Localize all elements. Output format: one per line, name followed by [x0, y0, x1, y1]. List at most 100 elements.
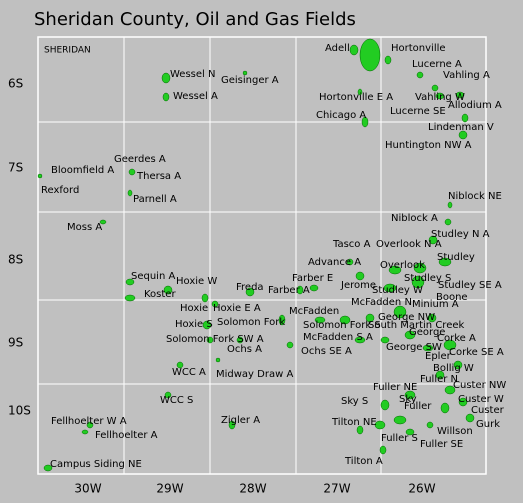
field-label: Hoxie W — [176, 276, 217, 287]
range-label: 27W — [323, 482, 350, 496]
field-label: WCC A — [172, 367, 206, 378]
field-label: Tilton A — [344, 456, 383, 467]
field-label: Studley S — [404, 273, 451, 284]
field-area — [211, 300, 219, 308]
field-area — [405, 428, 415, 436]
field-label: Lucerne SE — [390, 106, 446, 117]
field-label: Tilton NE — [331, 417, 377, 428]
field-label: Parnell A — [133, 194, 177, 205]
range-label: 28W — [239, 482, 266, 496]
county-border — [37, 36, 487, 475]
county-label: SHERIDAN — [44, 46, 91, 56]
field-label: Niblock A — [391, 213, 438, 224]
field-area — [365, 313, 375, 323]
field-label: Vahling A — [443, 70, 490, 81]
field-label: Hortonville E A — [319, 92, 393, 103]
field-label: Solomon Fork SW A — [166, 334, 264, 345]
field-label: Geerdes A — [114, 154, 166, 165]
field-label: George NW — [378, 312, 435, 323]
field-label: Studley — [437, 252, 475, 263]
field-label: Overlook — [380, 260, 425, 271]
field-area — [384, 55, 392, 65]
field-label: Hortonville — [391, 43, 446, 54]
field-area — [215, 357, 221, 363]
field-label: Solomon Fork — [217, 317, 285, 328]
field-label: WCC S — [160, 395, 193, 406]
field-label: Ochs SE A — [301, 346, 352, 357]
field-label: Gurk — [476, 419, 500, 430]
field-label: Moss A — [67, 222, 102, 233]
field-label: Custer — [471, 405, 505, 416]
field-area — [206, 336, 214, 344]
range-label: 26W — [408, 482, 435, 496]
field-area — [357, 88, 363, 96]
field-area — [435, 370, 445, 380]
field-area — [125, 278, 135, 286]
field-label: Corke A — [437, 333, 476, 344]
field-label: Farber A — [268, 285, 310, 296]
field-area — [404, 330, 416, 340]
map-title: Sheridan County, Oil and Gas Fields — [34, 9, 356, 30]
field-area — [314, 316, 326, 324]
field-area — [236, 336, 244, 344]
field-label: Fuller SE — [420, 439, 463, 450]
field-label: Epler — [425, 351, 452, 362]
field-label: Corke SE A — [449, 347, 504, 358]
field-label: Overlook N A — [376, 239, 442, 250]
field-label: Niblock NE — [448, 191, 502, 202]
field-area — [379, 445, 387, 455]
field-label: Freda — [236, 282, 264, 293]
field-label: Sky — [399, 394, 417, 405]
field-label: Sky S — [341, 396, 368, 407]
field-area — [453, 360, 463, 370]
field-label: Studley SE A — [438, 280, 502, 291]
field-label: Fellhoelter A — [95, 430, 158, 441]
range-label: 30W — [74, 482, 101, 496]
field-area — [426, 421, 434, 429]
field-areas — [37, 38, 475, 472]
field-label: Rexford — [41, 185, 79, 196]
field-area — [411, 275, 425, 289]
field-label: Lindenman V — [428, 122, 494, 133]
field-area — [127, 189, 133, 197]
field-label: Studley N A — [431, 229, 490, 240]
field-label: Hoxie E A — [213, 303, 261, 314]
field-area — [380, 399, 390, 411]
field-area — [86, 421, 94, 429]
field-label: Fuller N — [420, 374, 458, 385]
field-area — [435, 92, 445, 100]
field-area — [465, 413, 475, 423]
field-label: Fuller NE — [373, 382, 417, 393]
field-label: Midway Draw A — [216, 369, 293, 380]
field-area — [431, 84, 439, 92]
field-label: Hoxie — [180, 303, 208, 314]
field-label: Allodium A — [448, 100, 502, 111]
field-label: Huntington NW A — [385, 140, 472, 151]
field-label: Farber E — [292, 273, 333, 284]
field-area — [164, 391, 172, 399]
field-label: Vahling W — [415, 92, 465, 103]
field-area — [383, 283, 397, 293]
field-area — [443, 339, 457, 351]
field-label: Thersa A — [136, 171, 181, 182]
field-area — [393, 415, 407, 425]
survey-grid — [38, 37, 486, 474]
field-area — [428, 235, 438, 245]
field-area — [444, 385, 456, 395]
field-area — [447, 201, 453, 209]
field-area — [404, 390, 416, 400]
field-label: McFadden S A — [303, 332, 373, 343]
field-area — [374, 420, 386, 430]
township-label: 9S — [8, 336, 23, 350]
field-area — [388, 265, 402, 275]
field-area — [296, 285, 304, 295]
township-label: 10S — [8, 404, 31, 418]
field-label: Wessel N — [170, 69, 215, 80]
township-label: 7S — [8, 161, 23, 175]
field-area — [455, 91, 465, 99]
field-area — [444, 218, 452, 226]
field-label: South Martin Creek — [368, 320, 465, 331]
field-area — [176, 361, 184, 369]
field-label: Custer NW — [453, 380, 506, 391]
